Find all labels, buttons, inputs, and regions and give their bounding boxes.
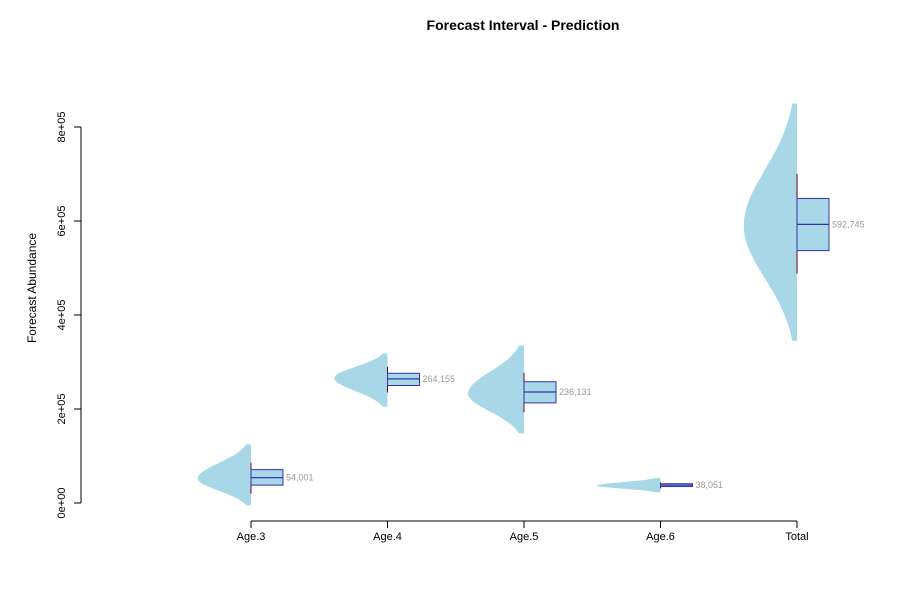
y-tick-label: 0e+00 (56, 488, 68, 519)
y-tick-label: 4e+05 (56, 300, 68, 331)
y-tick-label: 2e+05 (56, 394, 68, 425)
data-label: 264,155 (423, 374, 456, 384)
y-tick-label: 6e+05 (56, 206, 68, 237)
violin (197, 444, 251, 506)
x-tick-label: Total (785, 531, 808, 543)
data-label: 236,131 (559, 387, 592, 397)
x-tick-label: Age.5 (510, 531, 539, 543)
y-axis: 0e+00 2e+05 4e+05 6e+05 8e+05 (56, 112, 82, 519)
y-axis-label: Forecast Abundance (25, 233, 39, 343)
data-label: 592,745 (832, 219, 865, 229)
data-label: 38,051 (696, 480, 724, 490)
x-tick-label: Age.6 (646, 531, 675, 543)
violin (468, 345, 524, 434)
data-label: 54,001 (286, 473, 314, 483)
x-tick-label: Age.3 (237, 531, 266, 543)
violin (334, 353, 388, 407)
x-tick-label: Age.4 (373, 531, 402, 543)
x-axis: Age.3 Age.4 Age.5 Age.6 Total (237, 520, 809, 543)
y-tick-label: 8e+05 (56, 112, 68, 143)
violin (743, 103, 797, 341)
violin (596, 478, 661, 493)
chart-title: Forecast Interval - Prediction (427, 17, 620, 33)
plot-area: 54,001 264,155 236,131 38,051 592,745 (197, 103, 865, 506)
